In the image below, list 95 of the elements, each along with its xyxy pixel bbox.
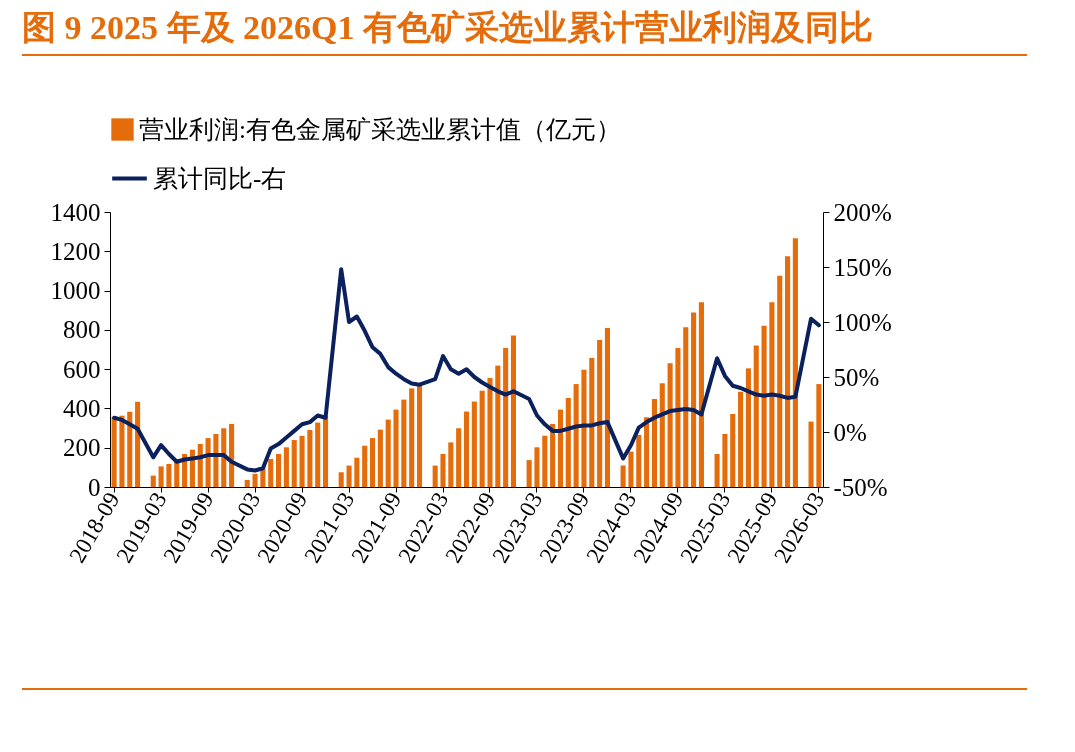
bar — [753, 345, 759, 487]
bar — [119, 415, 125, 487]
y-tick-label: 400 — [63, 394, 101, 422]
bar — [127, 411, 133, 487]
bar — [205, 438, 211, 487]
bar — [565, 398, 571, 487]
bar — [346, 465, 352, 487]
bar — [761, 325, 767, 487]
bar — [338, 472, 344, 487]
bar — [777, 275, 783, 487]
bar — [393, 409, 399, 487]
bar — [769, 302, 775, 487]
y-tick-label: 1400 — [50, 198, 101, 226]
bar — [283, 447, 289, 487]
y-tick-label: 800 — [63, 316, 101, 344]
bar — [675, 347, 681, 487]
bar — [597, 340, 603, 487]
bar — [111, 417, 117, 487]
bar — [808, 421, 814, 487]
bar — [503, 347, 509, 487]
bar — [369, 438, 376, 487]
bar — [722, 433, 728, 487]
bar — [526, 460, 532, 487]
bar — [510, 335, 517, 487]
bar — [213, 433, 219, 487]
bar — [667, 363, 673, 487]
bar — [416, 385, 423, 487]
bar — [589, 357, 595, 487]
bar — [440, 454, 446, 487]
bar — [229, 423, 235, 487]
bar — [307, 430, 313, 487]
bar — [557, 409, 564, 487]
line-series — [112, 267, 821, 473]
bar — [463, 411, 470, 487]
bar — [495, 365, 501, 487]
bar — [487, 377, 493, 487]
bar — [377, 429, 383, 487]
bar — [573, 384, 579, 487]
bar — [534, 447, 540, 487]
bar — [276, 454, 282, 487]
bar — [628, 451, 634, 487]
bar — [644, 417, 650, 487]
bar — [409, 388, 415, 487]
y2-tick-label: 0% — [833, 418, 867, 446]
bar — [738, 391, 744, 487]
bar — [448, 442, 454, 487]
bar — [135, 401, 141, 487]
y-tick-label: 600 — [63, 355, 101, 383]
bar — [792, 238, 798, 487]
bar — [299, 435, 305, 487]
bar — [730, 413, 736, 487]
bar — [268, 458, 274, 487]
y2-tick-label: 200% — [833, 198, 892, 226]
bar — [542, 435, 548, 487]
bar — [354, 457, 360, 487]
legend-label: 营业利润:有色金属矿采选业累计值（亿元） — [139, 115, 621, 143]
bar — [385, 419, 391, 487]
bar — [714, 454, 720, 487]
bar — [604, 327, 610, 487]
y-tick-label: 200 — [63, 434, 101, 462]
bar — [252, 473, 258, 487]
bar — [244, 479, 250, 487]
bar — [456, 428, 462, 487]
bar — [550, 423, 556, 487]
bar — [620, 465, 626, 487]
y-tick-label: 1200 — [50, 237, 101, 265]
y2-tick-label: -50% — [833, 473, 888, 501]
bar — [745, 368, 751, 487]
bar — [816, 384, 822, 487]
bar — [291, 440, 297, 487]
bar — [158, 466, 164, 487]
bar — [432, 465, 438, 487]
bar — [636, 434, 642, 487]
y-tick-label: 1000 — [50, 277, 101, 305]
bar — [691, 312, 697, 487]
bar — [221, 428, 227, 487]
bar — [698, 302, 704, 487]
bar — [659, 383, 665, 487]
bar — [651, 399, 657, 487]
legend-label: 累计同比-右 — [153, 164, 287, 192]
bar — [401, 399, 407, 487]
bar — [785, 256, 791, 487]
y2-tick-label: 100% — [833, 308, 892, 336]
bar — [683, 327, 689, 487]
bar — [581, 369, 587, 487]
bar — [150, 475, 156, 487]
bar — [166, 464, 172, 487]
chart-title: 图 9 2025 年及 2026Q1 有色矿采选业累计营业利润及同比 — [22, 6, 1027, 56]
y2-tick-label: 50% — [833, 363, 880, 391]
bar — [323, 415, 329, 487]
bar — [479, 390, 485, 487]
y2-tick-label: 150% — [833, 253, 892, 281]
bar — [362, 445, 368, 487]
bar — [471, 401, 477, 487]
bar — [315, 422, 321, 487]
